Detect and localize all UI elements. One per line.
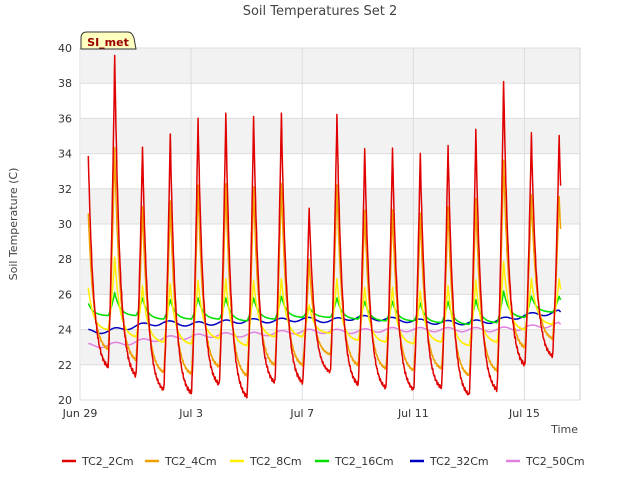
y-tick-labels: 20 22 24 26 28 30 32 34 36 38 40	[58, 42, 72, 407]
series-line-tc2_2cm	[87, 54, 562, 399]
legend-item-tc2_32cm: TC2_32Cm	[410, 455, 489, 468]
legend-label: TC2_16Cm	[334, 455, 394, 468]
y-tick-label: 20	[58, 394, 72, 407]
y-tick-label: 26	[58, 288, 72, 301]
legend-item-tc2_50cm: TC2_50Cm	[506, 455, 585, 468]
grid-band	[81, 188, 579, 224]
y-tick-label: 40	[58, 42, 72, 55]
y-tick-label: 28	[58, 253, 72, 266]
legend-item-tc2_2cm: TC2_2Cm	[62, 455, 134, 468]
grid-band	[81, 118, 579, 154]
legend-label: TC2_2Cm	[81, 455, 134, 468]
y-tick-label: 22	[58, 359, 72, 372]
legend-item-tc2_16cm: TC2_16Cm	[315, 455, 394, 468]
legend-label: TC2_50Cm	[525, 455, 585, 468]
y-axis-label: Soil Temperature (C)	[7, 168, 20, 281]
y-tick-label: 32	[58, 183, 72, 196]
y-tick-label: 34	[58, 148, 72, 161]
x-tick-label: Jul 15	[508, 407, 540, 420]
y-tick-label: 36	[58, 112, 72, 125]
y-tick-label: 24	[58, 324, 72, 337]
legend-label: TC2_4Cm	[164, 455, 217, 468]
series-line-tc2_32cm	[88, 309, 562, 335]
legend: TC2_2Cm TC2_4Cm TC2_8Cm TC2_16Cm TC2_32Cm TC2…	[62, 455, 585, 468]
grid-band	[81, 259, 579, 295]
grid-band	[81, 48, 579, 84]
badge-label: SI_met	[87, 36, 129, 49]
legend-item-tc2_8cm: TC2_8Cm	[230, 455, 302, 468]
x-tick-label: Jul 3	[178, 407, 203, 420]
legend-label: TC2_8Cm	[249, 455, 302, 468]
x-tick-label: Jul 7	[289, 407, 314, 420]
x-axis-label: Time	[550, 423, 578, 436]
legend-item-tc2_4cm: TC2_4Cm	[145, 455, 217, 468]
y-tick-label: 38	[58, 77, 72, 90]
si-met-badge: SI_met	[80, 31, 137, 50]
x-tick-label: Jun 29	[62, 407, 98, 420]
grid-band	[81, 329, 579, 365]
x-tick-labels: Jun 29 Jul 3 Jul 7 Jul 11 Jul 15	[62, 407, 540, 420]
series-lines	[87, 54, 562, 399]
chart-title: Soil Temperatures Set 2	[243, 4, 398, 19]
x-tick-label: Jul 11	[397, 407, 429, 420]
y-tick-label: 30	[58, 218, 72, 231]
grid-lines	[79, 47, 580, 401]
legend-label: TC2_32Cm	[429, 455, 489, 468]
